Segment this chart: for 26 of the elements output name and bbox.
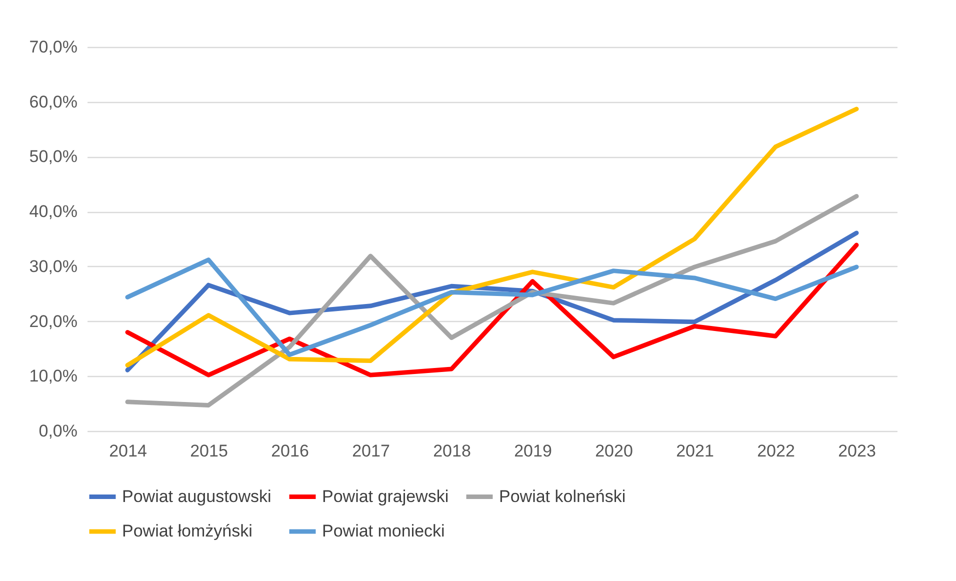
x-tick-label: 2016 — [271, 442, 309, 460]
y-tick-label: 40,0% — [29, 202, 78, 222]
x-tick-label: 2015 — [190, 442, 228, 460]
y-tick-label: 70,0% — [29, 38, 78, 56]
legend-label: Powiat kolneński — [499, 486, 626, 506]
x-tick-label: 2021 — [676, 442, 714, 460]
y-tick-label: 10,0% — [29, 366, 78, 386]
legend-label: Powiat grajewski — [322, 486, 449, 506]
y-tick-label: 30,0% — [29, 256, 78, 276]
x-tick-label: 2020 — [595, 442, 633, 460]
x-tick-label: 2019 — [514, 442, 552, 460]
y-tick-label: 0,0% — [38, 422, 78, 440]
x-tick-label: 2014 — [109, 442, 147, 460]
line-series — [125, 106, 859, 368]
y-tick-label: 50,0% — [29, 147, 78, 166]
legend-label: Powiat augustowski — [122, 486, 272, 506]
line-series — [125, 194, 859, 408]
legend-label: Powiat łomżyński — [122, 522, 252, 540]
y-tick-label: 20,0% — [29, 312, 78, 331]
line-series — [125, 258, 859, 357]
y-tick-label: 60,0% — [29, 92, 78, 112]
legend-label: Powiat moniecki — [322, 522, 445, 540]
x-tick-label: 2018 — [433, 442, 471, 460]
x-tick-label: 2023 — [838, 442, 876, 460]
x-tick-label: 2017 — [352, 442, 390, 460]
x-tick-label: 2022 — [757, 442, 795, 460]
